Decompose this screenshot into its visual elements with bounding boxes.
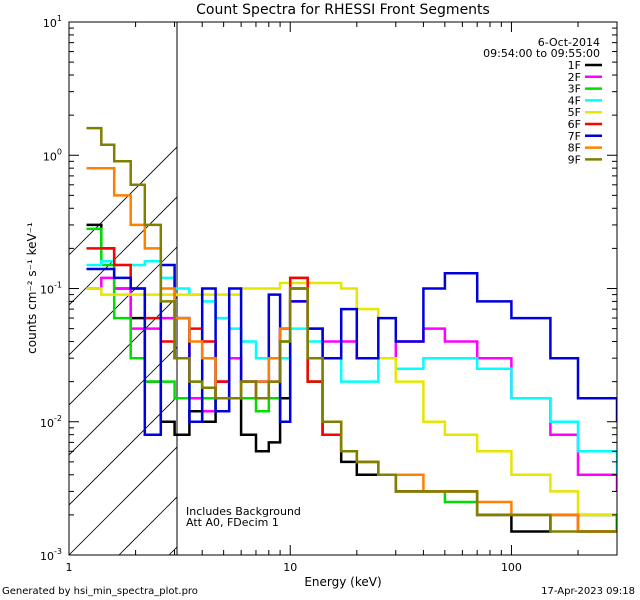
x-tick-label: 100 <box>501 561 522 574</box>
x-axis-label: Energy (keV) <box>304 575 381 589</box>
annotation-background: Includes Background <box>186 505 301 518</box>
legend-label-9f: 9F <box>568 153 581 166</box>
hatch-line <box>319 0 640 555</box>
axis-ticks <box>68 21 618 556</box>
x-tick-labels: 1 10 100 <box>66 561 522 574</box>
hatch-line <box>369 0 640 555</box>
hatched-excluded-region <box>69 0 640 555</box>
chart-title: Count Spectra for RHESSI Front Segments <box>196 2 490 18</box>
series-line-5f <box>86 281 617 517</box>
footer-timestamp: 17-Apr-2023 09:18 <box>541 586 635 597</box>
y-tick-label: 100 <box>43 147 62 163</box>
legend-label-7f: 7F <box>568 130 581 143</box>
hatch-line <box>69 146 177 256</box>
hatch-line <box>269 0 640 555</box>
footer-generated-by: Generated by hsi_min_spectra_plot.pro <box>2 586 198 597</box>
legend-label-6f: 6F <box>568 118 581 131</box>
series-line-1f <box>86 223 617 533</box>
legend-label-1f: 1F <box>568 59 581 72</box>
hatch-line <box>69 196 177 306</box>
hatch-line <box>69 246 177 356</box>
series-line-8f <box>86 166 617 533</box>
y-tick-labels: 101 100 10-1 10-2 10-3 <box>40 14 62 563</box>
hatch-line <box>419 0 640 555</box>
x-tick-label: 1 <box>66 561 73 574</box>
legend-label-2f: 2F <box>568 71 581 84</box>
date-label: 6-Oct-2014 <box>538 36 600 49</box>
y-tick-label: 101 <box>43 14 62 30</box>
hatch-line <box>69 396 177 506</box>
hatch-line <box>469 0 640 555</box>
time-range-label: 09:54:00 to 09:55:00 <box>483 47 600 60</box>
legend-label-3f: 3F <box>568 83 581 96</box>
series-line-3f <box>86 227 617 532</box>
y-axis-label: counts cm⁻² s⁻¹ keV⁻¹ <box>25 222 39 354</box>
hatch-line <box>69 296 177 406</box>
y-tick-label: 10-1 <box>40 281 62 297</box>
hatch-line <box>69 346 177 456</box>
legend-label-8f: 8F <box>568 142 581 155</box>
legend-label-5f: 5F <box>568 106 581 119</box>
series-lines <box>86 126 617 533</box>
y-tick-label: 10-2 <box>40 414 62 430</box>
series-line-7f <box>86 263 617 436</box>
x-tick-label: 10 <box>283 561 297 574</box>
legend-label-4f: 4F <box>568 94 581 107</box>
series-line-4f <box>86 260 617 475</box>
y-tick-label: 10-3 <box>40 547 62 563</box>
series-line-6f <box>86 247 617 533</box>
annotation-attenuator: Att A0, FDecim 1 <box>186 516 279 529</box>
series-line-9f <box>86 126 617 533</box>
hatch-line <box>69 446 177 555</box>
